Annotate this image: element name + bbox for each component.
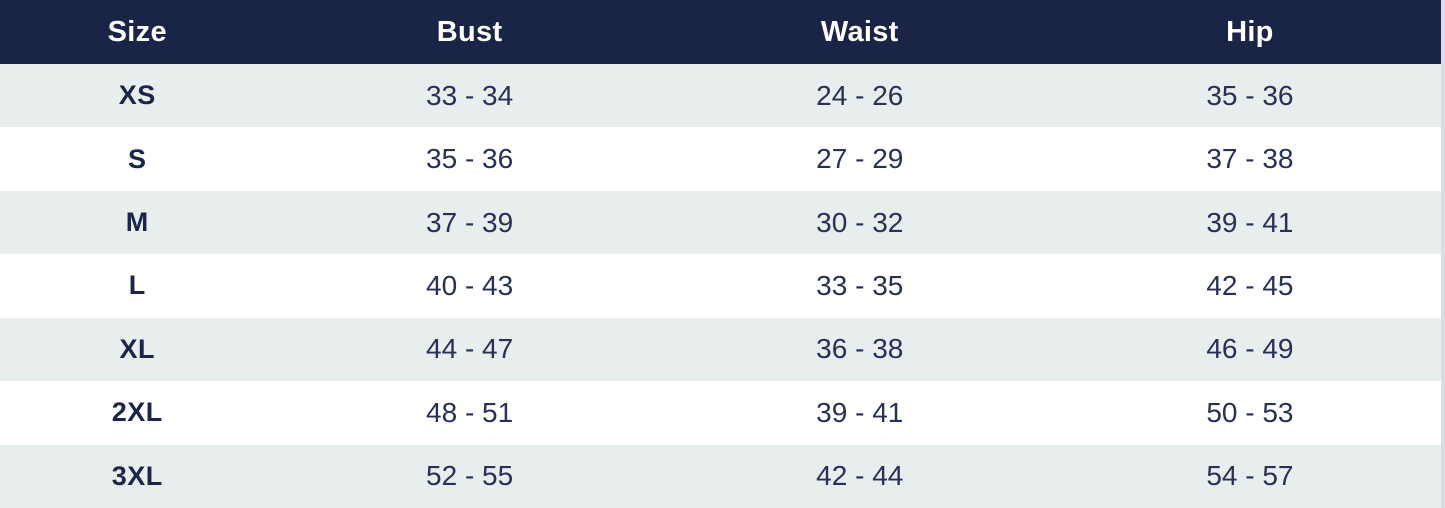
bust-value-cell: 48 - 51 bbox=[426, 396, 514, 428]
hip-value-cell: 54 - 57 bbox=[1206, 460, 1294, 492]
column-header-hip: Hip bbox=[1226, 15, 1274, 48]
bust-value-cell: 52 - 55 bbox=[426, 460, 514, 492]
table-row: 2XL 48 - 51 39 - 41 50 - 53 bbox=[0, 381, 1445, 445]
size-label-cell: L bbox=[128, 270, 146, 301]
bust-value-cell: 44 - 47 bbox=[426, 333, 514, 365]
table-row: L 40 - 43 33 - 35 42 - 45 bbox=[0, 254, 1445, 318]
waist-value-cell: 39 - 41 bbox=[816, 396, 904, 428]
column-header-waist: Waist bbox=[820, 15, 899, 48]
table-row: XS 33 - 34 24 - 26 35 - 36 bbox=[0, 64, 1445, 128]
hip-value-cell: 50 - 53 bbox=[1206, 396, 1294, 428]
waist-value-cell: 27 - 29 bbox=[816, 143, 904, 175]
size-label-cell: 2XL bbox=[111, 397, 163, 428]
size-label-cell: XL bbox=[119, 333, 156, 364]
bust-value-cell: 40 - 43 bbox=[426, 269, 514, 301]
bust-value-cell: 35 - 36 bbox=[426, 143, 514, 175]
hip-value-cell: 39 - 41 bbox=[1206, 206, 1294, 238]
table-row: 3XL 52 - 55 42 - 44 54 - 57 bbox=[0, 444, 1445, 508]
waist-value-cell: 24 - 26 bbox=[816, 79, 904, 111]
table-row: S 35 - 36 27 - 29 37 - 38 bbox=[0, 127, 1445, 191]
size-label-cell: M bbox=[125, 207, 149, 238]
size-label-cell: S bbox=[128, 143, 147, 174]
waist-value-cell: 30 - 32 bbox=[816, 206, 904, 238]
scrollbar-track[interactable] bbox=[1441, 0, 1445, 508]
column-header-bust: Bust bbox=[436, 15, 503, 48]
bust-value-cell: 37 - 39 bbox=[426, 206, 514, 238]
hip-value-cell: 42 - 45 bbox=[1206, 269, 1294, 301]
hip-value-cell: 46 - 49 bbox=[1206, 333, 1294, 365]
waist-value-cell: 42 - 44 bbox=[816, 460, 904, 492]
waist-value-cell: 36 - 38 bbox=[816, 333, 904, 365]
waist-value-cell: 33 - 35 bbox=[816, 269, 904, 301]
size-label-cell: 3XL bbox=[111, 460, 163, 491]
size-label-cell: XS bbox=[118, 80, 156, 111]
hip-value-cell: 35 - 36 bbox=[1206, 79, 1294, 111]
table-body: XS 33 - 34 24 - 26 35 - 36 S 35 - 36 27 - 29 37… bbox=[0, 64, 1445, 508]
table-header-row: Size Bust Waist Hip bbox=[0, 0, 1445, 64]
hip-value-cell: 37 - 38 bbox=[1206, 143, 1294, 175]
table-row: M 37 - 39 30 - 32 39 - 41 bbox=[0, 190, 1445, 255]
table-row: XL 44 - 47 36 - 38 46 - 49 bbox=[0, 317, 1445, 382]
column-header-size: Size bbox=[107, 15, 167, 48]
bust-value-cell: 33 - 34 bbox=[426, 79, 514, 111]
